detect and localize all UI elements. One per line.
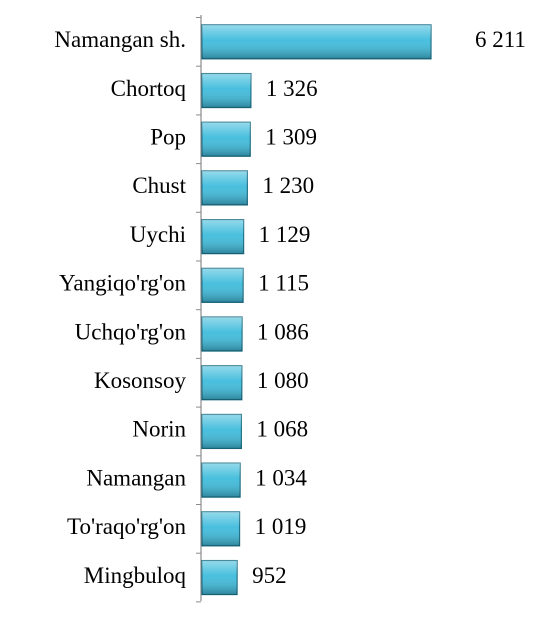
value-label: 1 309 [265, 125, 317, 150]
y-tick-label: Mingbuloq [84, 563, 187, 588]
value-label: 1 230 [262, 173, 314, 198]
bar-shade [202, 170, 248, 205]
y-tick-label: Pop [150, 125, 186, 150]
y-tick-label: Namangan [86, 465, 186, 490]
value-label: 1 080 [257, 368, 309, 393]
value-label: 1 086 [257, 319, 309, 344]
bar-shade [202, 414, 242, 449]
bar-shade [202, 268, 244, 303]
bar-shade [202, 560, 238, 595]
bar-shade [202, 365, 242, 400]
y-tick-label: Namangan sh. [54, 27, 186, 52]
value-label: 1 019 [255, 514, 307, 539]
y-tick-label: Uychi [130, 222, 186, 247]
y-tick-label: Chortoq [111, 76, 187, 101]
bar-shade [202, 73, 251, 108]
y-tick-label: To'raqo'rg'on [67, 514, 186, 539]
bar-shade [202, 317, 243, 352]
value-label: 1 326 [266, 76, 318, 101]
y-tick-label: Yangiqo'rg'on [59, 271, 186, 296]
value-label: 1 068 [256, 417, 308, 442]
value-label: 6 211 [475, 27, 526, 52]
bar-shade [202, 463, 241, 498]
y-tick-label: Norin [132, 417, 186, 442]
value-label: 1 129 [259, 222, 311, 247]
value-label: 1 115 [258, 271, 309, 296]
y-tick-label: Kosonsoy [94, 368, 187, 393]
bar-shade [202, 511, 240, 546]
value-label: 1 034 [255, 465, 307, 490]
y-tick-label: Uchqo'rg'on [75, 319, 187, 344]
bar-shade [202, 219, 244, 254]
value-label: 952 [252, 563, 287, 588]
y-tick-label: Chust [132, 173, 186, 198]
bar-shade [202, 24, 431, 59]
bar-shade [202, 122, 251, 157]
